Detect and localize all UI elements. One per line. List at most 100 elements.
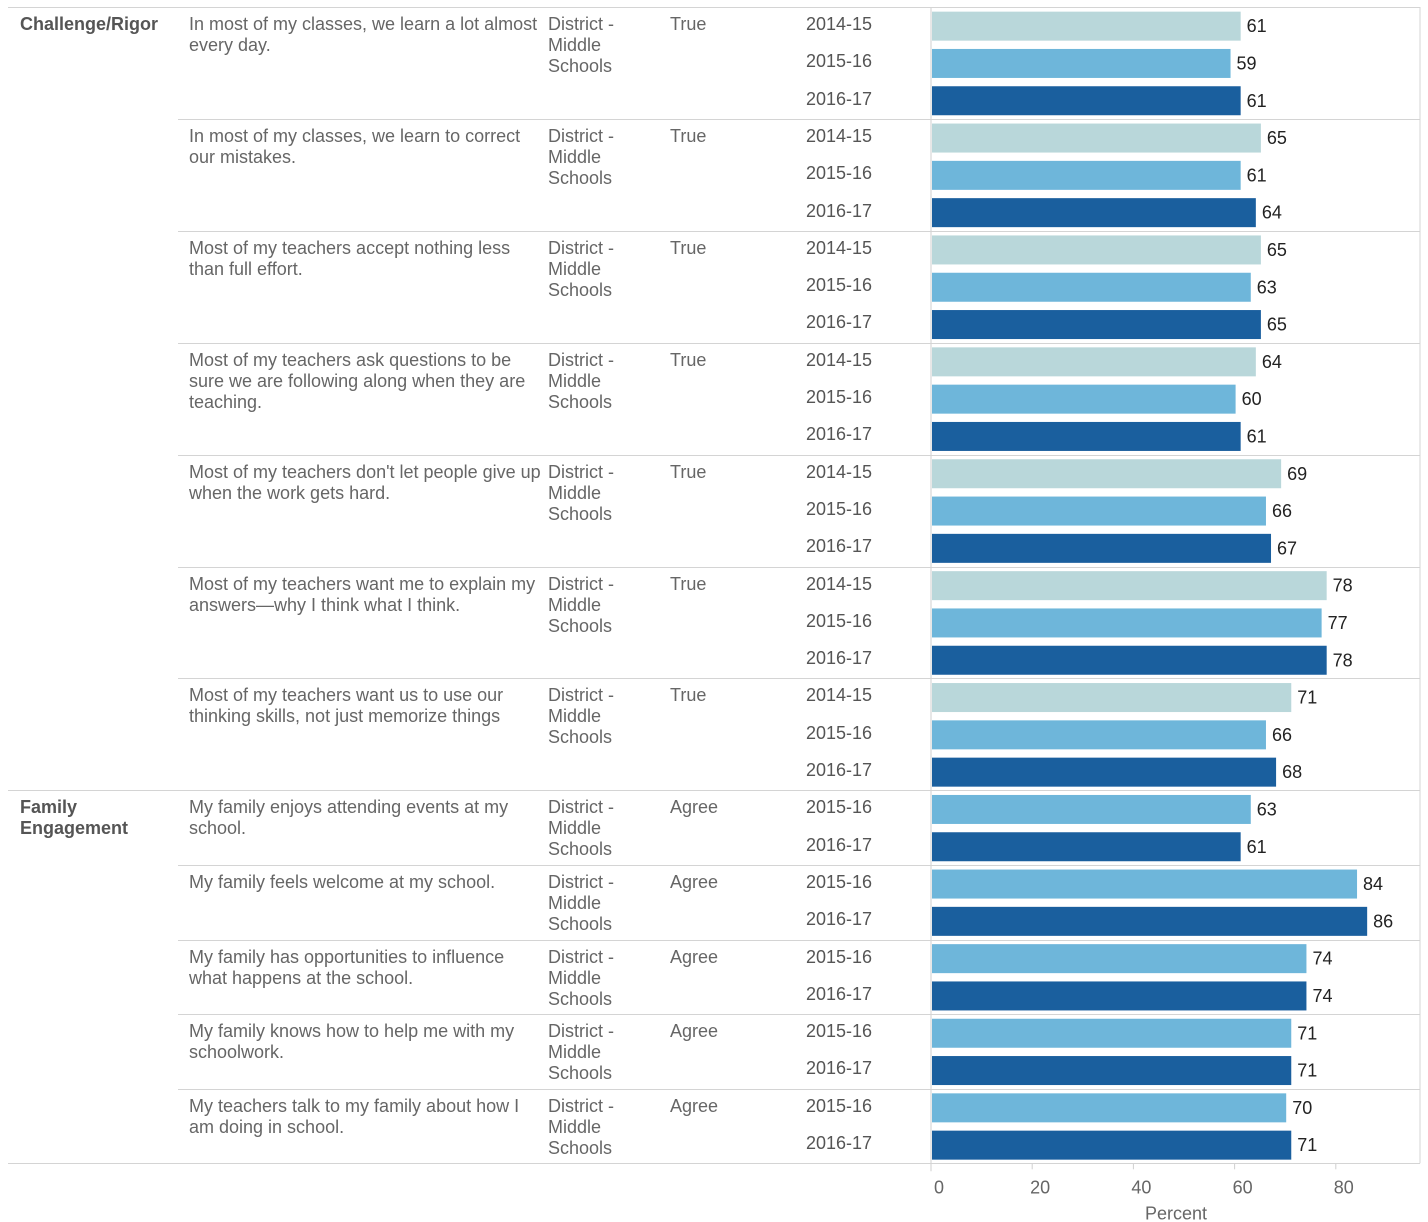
response-label: Agree [670,797,719,818]
year-label: 2015-16 [806,163,873,184]
row-divider [178,1088,1420,1090]
bar [932,981,1307,1011]
row-divider [178,566,1420,568]
district-label: District - Middle Schools [548,349,614,412]
bar-value-label: 66 [1272,501,1292,521]
year-label: 2014-15 [806,125,873,146]
bar [932,869,1358,899]
bar-value-label: 65 [1267,128,1287,148]
year-label: 2014-15 [806,14,873,34]
x-axis-title: Percent [1145,1203,1207,1222]
x-tick-label: 80 [1334,1177,1354,1197]
year-label: 2016-17 [806,983,873,1004]
bar [932,123,1261,153]
category-label: Family Engagement [20,797,129,839]
year-label: 2014-15 [806,573,873,594]
district-label: District - Middle Schools [548,573,614,636]
row-divider [178,1014,1420,1016]
bar-value-label: 71 [1297,1135,1317,1155]
bar [932,272,1251,302]
category-label: Challenge/Rigor [20,14,159,34]
bar [932,496,1266,526]
row-divider [178,454,1420,456]
bar-value-label: 70 [1292,1098,1312,1118]
bar-value-label: 86 [1373,911,1393,931]
bar-value-label: 66 [1272,725,1292,745]
year-label: 2016-17 [806,312,873,333]
bar [932,906,1368,936]
year-label: 2016-17 [806,536,873,557]
bar-value-label: 71 [1297,688,1317,708]
year-label: 2016-17 [806,834,873,855]
group-divider [8,790,1420,792]
question-text: Most of my teachers ask questions to be … [189,349,526,412]
bar-value-label: 65 [1267,240,1287,260]
year-label: 2016-17 [806,1058,873,1079]
district-label: District - Middle Schools [548,14,614,76]
response-label: True [670,125,707,146]
bar [932,1056,1292,1086]
question-text: In most of my classes, we learn a lot al… [189,14,538,55]
bar [932,794,1251,824]
bar [932,11,1241,41]
x-tick-label: 20 [1030,1177,1050,1197]
response-label: Agree [670,946,719,967]
year-label: 2016-17 [806,424,873,445]
year-label: 2016-17 [806,760,873,780]
bar-value-label: 71 [1297,1061,1317,1081]
row-divider [178,864,1420,866]
bar-value-label: 64 [1262,203,1282,223]
district-label: District - Middle Schools [548,946,614,1009]
response-label: True [670,349,707,370]
bar [932,160,1241,190]
bar-value-label: 63 [1257,799,1277,819]
bar [932,683,1292,713]
bar-value-label: 61 [1247,165,1267,185]
year-label: 2015-16 [806,1095,873,1116]
year-label: 2015-16 [806,498,873,519]
bar [932,384,1236,414]
question-text: Most of my teachers want me to explain m… [189,573,536,615]
bar [932,533,1272,563]
bar [932,832,1241,862]
bar [932,86,1241,116]
year-label: 2015-16 [806,51,873,72]
row-divider [178,678,1420,680]
question-text: My teachers talk to my family about how … [189,1095,520,1137]
bar-value-label: 78 [1333,650,1353,670]
bar-value-label: 74 [1312,986,1332,1006]
bar [932,48,1231,78]
bar [932,1018,1292,1048]
bar [932,310,1261,340]
question-text: In most of my classes, we learn to corre… [189,125,521,167]
bar [932,421,1241,451]
district-label: District - Middle Schools [548,797,614,860]
bar-value-label: 84 [1363,874,1383,894]
bar [932,1093,1287,1123]
x-tick-label: 60 [1233,1177,1253,1197]
row-divider [178,118,1420,120]
row-divider [178,939,1420,941]
year-label: 2015-16 [806,387,873,407]
bar [932,645,1327,675]
x-tick-label: 40 [1131,1177,1151,1197]
bar-value-label: 74 [1312,949,1332,969]
response-label: True [670,14,707,34]
bar-value-label: 63 [1257,277,1277,297]
bar-value-label: 61 [1247,16,1267,36]
year-label: 2015-16 [806,946,873,967]
bar-value-label: 61 [1247,91,1267,111]
bar-value-label: 65 [1267,315,1287,335]
bar [932,235,1261,265]
year-label: 2016-17 [806,648,873,669]
bar [932,459,1282,489]
response-label: True [670,573,707,594]
bar-value-label: 64 [1262,352,1282,372]
year-label: 2015-16 [806,722,873,743]
question-text: My family feels welcome at my school. [189,871,496,892]
bar [932,347,1256,377]
bar-value-label: 61 [1247,426,1267,446]
bar-value-label: 61 [1247,837,1267,857]
bar-value-label: 67 [1277,538,1297,558]
question-text: Most of my teachers don't let people giv… [189,461,541,503]
